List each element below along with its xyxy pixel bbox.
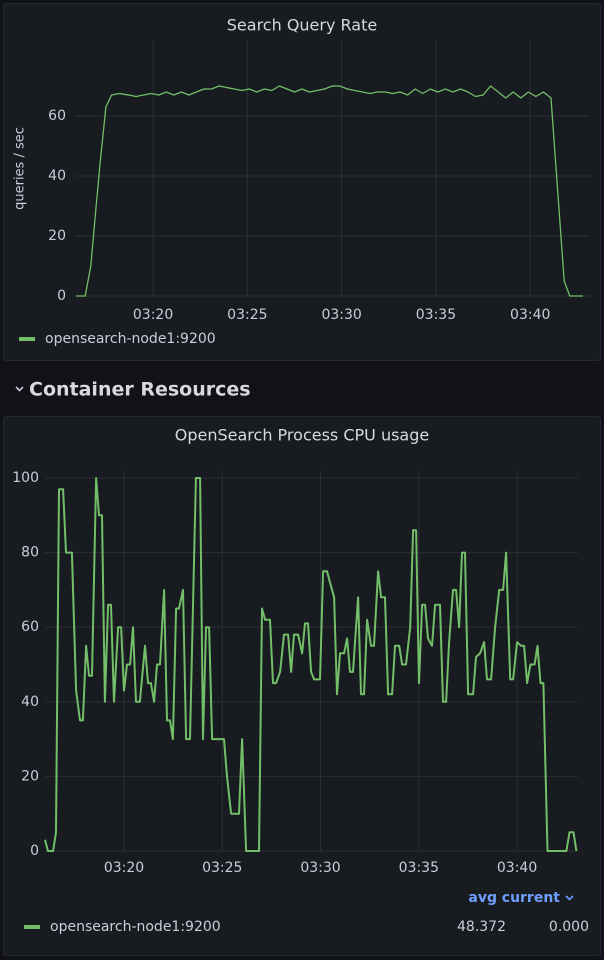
x-tick-label: 03:25 [202,860,242,876]
legend-label[interactable]: opensearch-node1:9200 [50,919,221,935]
series-line [44,477,578,852]
y-tick-label: 20 [48,228,66,244]
legend-column-header[interactable]: avg [468,890,497,906]
y-tick-label: 0 [30,843,39,859]
x-tick-label: 03:40 [510,307,550,323]
x-tick-label: 03:20 [104,860,144,876]
collapse-icon[interactable] [15,386,24,392]
y-tick-label: 40 [21,694,39,710]
x-tick-label: 03:35 [416,307,456,323]
panel [3,416,601,956]
sort-icon[interactable] [565,895,574,901]
y-axis-label: queries / sec [13,127,28,210]
series-line [75,85,583,297]
y-tick-label: 0 [57,288,66,304]
section-title[interactable]: Container Resources [29,379,251,401]
chart-title: OpenSearch Process CPU usage [175,426,429,445]
y-tick-label: 60 [21,619,39,635]
legend-label[interactable]: opensearch-node1:9200 [45,331,216,347]
x-tick-label: 03:35 [399,860,439,876]
legend-column-header[interactable]: current [502,890,561,906]
y-tick-label: 80 [21,545,39,561]
x-tick-label: 03:30 [300,860,340,876]
x-tick-label: 03:25 [227,307,267,323]
legend-stat: 48.372 [457,919,506,935]
legend-stat: 0.000 [549,919,589,935]
x-tick-label: 03:20 [133,307,173,323]
x-tick-label: 03:30 [321,307,361,323]
y-tick-label: 60 [48,108,66,124]
y-tick-label: 40 [48,168,66,184]
chart-title: Search Query Rate [227,16,377,35]
y-tick-label: 20 [21,768,39,784]
y-tick-label: 100 [12,470,39,486]
x-tick-label: 03:40 [497,860,537,876]
